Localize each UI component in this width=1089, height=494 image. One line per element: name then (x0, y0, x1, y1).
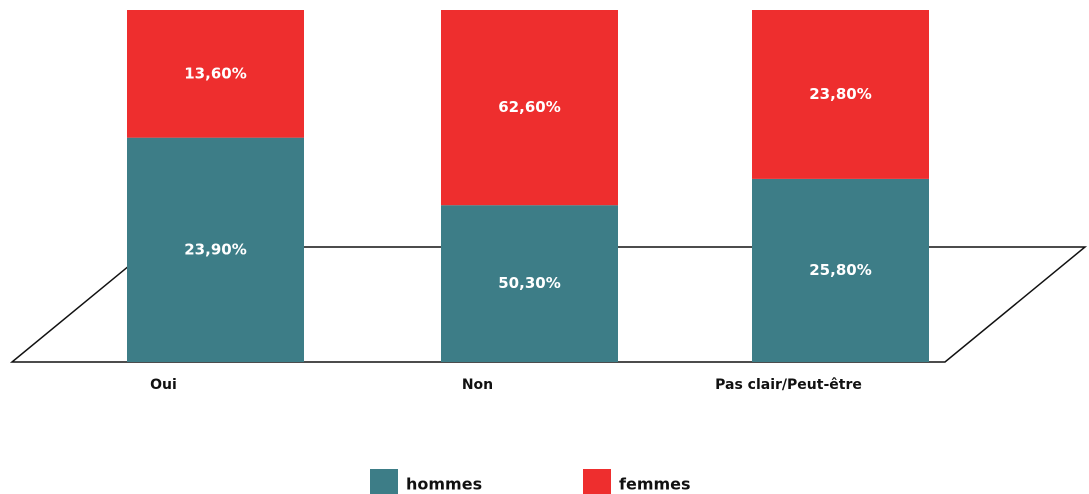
data-label: 50,30% (498, 274, 560, 292)
data-label: 62,60% (498, 98, 560, 116)
bar-segment (752, 178, 929, 362)
data-label: 13,60% (184, 64, 246, 82)
legend-swatch (583, 469, 611, 494)
legend-label: hommes (406, 475, 482, 494)
legend-label: femmes (619, 475, 691, 494)
data-label: 23,90% (184, 240, 246, 258)
x-tick-label: Pas clair/Peut-être (715, 377, 862, 393)
legend-swatch (370, 469, 398, 494)
x-tick-label: Oui (150, 377, 177, 393)
data-label: 23,80% (809, 85, 871, 103)
bar-segment (752, 10, 929, 179)
bar-segment (441, 10, 618, 206)
floor (9, 246, 1088, 363)
data-label: 25,80% (809, 261, 871, 279)
bar-segment (441, 205, 618, 362)
bar-segment (127, 137, 304, 362)
bar-segment (127, 10, 304, 138)
x-tick-label: Non (462, 377, 493, 393)
